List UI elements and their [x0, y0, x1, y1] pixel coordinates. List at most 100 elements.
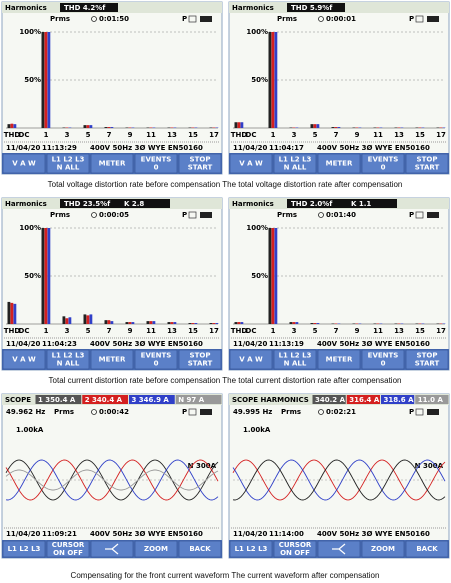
icon-p: P	[182, 408, 187, 416]
softkey-label: CURSOR	[52, 541, 85, 549]
harmonic-bar	[188, 323, 192, 324]
reading: 11.0 A	[418, 396, 444, 404]
mode: Prms	[277, 15, 297, 23]
elapsed: 0:01:40	[326, 211, 356, 219]
harmonic-bar	[215, 323, 219, 324]
status: 400V 50Hz 3Ø WYE EN50160	[90, 530, 203, 538]
icon-battery	[427, 409, 439, 415]
softkey-label: METER	[99, 160, 126, 168]
harmonic-bar	[331, 127, 335, 128]
x-tick-label: 15	[415, 131, 425, 139]
harmonic-bar	[107, 320, 111, 324]
softkey-label: STOP	[190, 156, 211, 164]
x-tick-label: 15	[188, 131, 198, 139]
thd: THD 4.2%f	[64, 4, 106, 12]
softkey-label: EVENTS	[368, 156, 399, 164]
k-factor: K 2.8	[124, 200, 144, 208]
reading: 2 340.4 A	[85, 396, 123, 404]
harmonic-bar	[86, 315, 90, 324]
x-tick-label: 5	[313, 131, 318, 139]
thd-box	[287, 199, 397, 208]
reading-box	[82, 395, 128, 404]
x-tick-label: 9	[128, 327, 133, 335]
waveform	[5, 469, 219, 491]
softkey	[361, 153, 405, 174]
harmonics-screen: Harmonics THD 4.2%f Prms 0:01:50 P 50% 100% THD…	[1, 1, 223, 175]
icon-battery	[200, 16, 212, 22]
harmonic-bar	[310, 124, 314, 128]
x-tick-label: 9	[355, 131, 360, 139]
screen-title: Harmonics	[5, 4, 47, 12]
softkey	[229, 349, 273, 370]
softkey	[405, 349, 449, 370]
scale: 1.00kA	[16, 426, 44, 434]
harmonic-bar	[170, 322, 174, 324]
waveform	[5, 459, 219, 501]
softkey-label: 0	[154, 360, 159, 368]
icon-p: P	[409, 15, 414, 23]
softkey-label: ON OFF	[280, 549, 310, 557]
status: 400V 50Hz 3Ø WYE EN50160	[90, 144, 203, 152]
x-tick-label: 17	[209, 327, 219, 335]
softkey-label: STOP	[190, 352, 211, 360]
harmonic-bar	[237, 122, 241, 128]
clock-icon	[91, 409, 97, 415]
clock-icon	[91, 212, 97, 218]
softkey-label: N ALL	[57, 360, 80, 368]
harmonic-bar	[41, 32, 45, 128]
softkey	[273, 153, 317, 174]
x-tick-label: 3	[65, 327, 70, 335]
marker: N 300A	[415, 462, 444, 470]
softkey	[134, 153, 178, 174]
caption: Compensating for the front current wavef…	[71, 571, 380, 580]
frequency: 49.962 Hz	[6, 408, 45, 416]
harmonic-bar	[271, 228, 275, 324]
reading-box	[346, 395, 380, 404]
icon-battery	[200, 409, 212, 415]
softkey-label: STOP	[417, 352, 438, 360]
harmonic-bar	[152, 321, 156, 324]
harmonic-bar	[310, 323, 314, 324]
status: 400V 50Hz 3Ø WYE EN50160	[317, 144, 430, 152]
softkey-label: N ALL	[57, 164, 80, 172]
thd-box	[60, 199, 170, 208]
softkey-label: ON OFF	[53, 549, 83, 557]
frequency: 49.995 Hz	[233, 408, 272, 416]
softkey	[229, 153, 273, 174]
reading-box	[129, 395, 175, 404]
reading-box	[381, 395, 415, 404]
y-tick-label: 100%	[19, 224, 41, 232]
reading: 318.6 A	[384, 396, 415, 404]
softkey	[405, 153, 449, 174]
screen-title: Harmonics	[5, 200, 47, 208]
scope-screen: SCOPE 1 350.4 A 2 340.4 A 3 346.9 A N 97 A 49…	[1, 393, 223, 559]
waveform	[232, 459, 446, 501]
harmonic-bar	[110, 127, 114, 128]
harmonic-bar	[44, 228, 48, 324]
x-tick-label: DC	[246, 131, 257, 139]
caption: Total current distortion rate before com…	[49, 376, 402, 385]
softkey	[361, 349, 405, 370]
x-tick-label: 5	[86, 327, 91, 335]
harmonic-bar	[191, 323, 195, 324]
softkey-icon	[332, 543, 346, 555]
x-tick-label: 17	[209, 131, 219, 139]
harmonic-bar	[7, 301, 11, 324]
softkey-icon	[105, 543, 119, 555]
softkey-label: METER	[326, 356, 353, 364]
thd-box	[60, 3, 118, 12]
icon-battery	[427, 16, 439, 22]
status: 400V 50Hz 3Ø WYE EN50160	[90, 340, 203, 348]
softkey	[317, 349, 361, 370]
softkey-label: V A W	[239, 356, 263, 364]
harmonic-bar	[274, 228, 278, 324]
mode: Prms	[277, 211, 297, 219]
softkey-label: START	[188, 360, 213, 368]
softkey-label: 0	[381, 164, 386, 172]
mode: Prms	[281, 408, 301, 416]
harmonic-bar	[62, 316, 66, 324]
harmonic-bar	[194, 323, 198, 324]
softkey	[229, 540, 273, 558]
x-tick-label: 11	[373, 327, 383, 335]
reading: 340.2 A	[315, 396, 346, 404]
